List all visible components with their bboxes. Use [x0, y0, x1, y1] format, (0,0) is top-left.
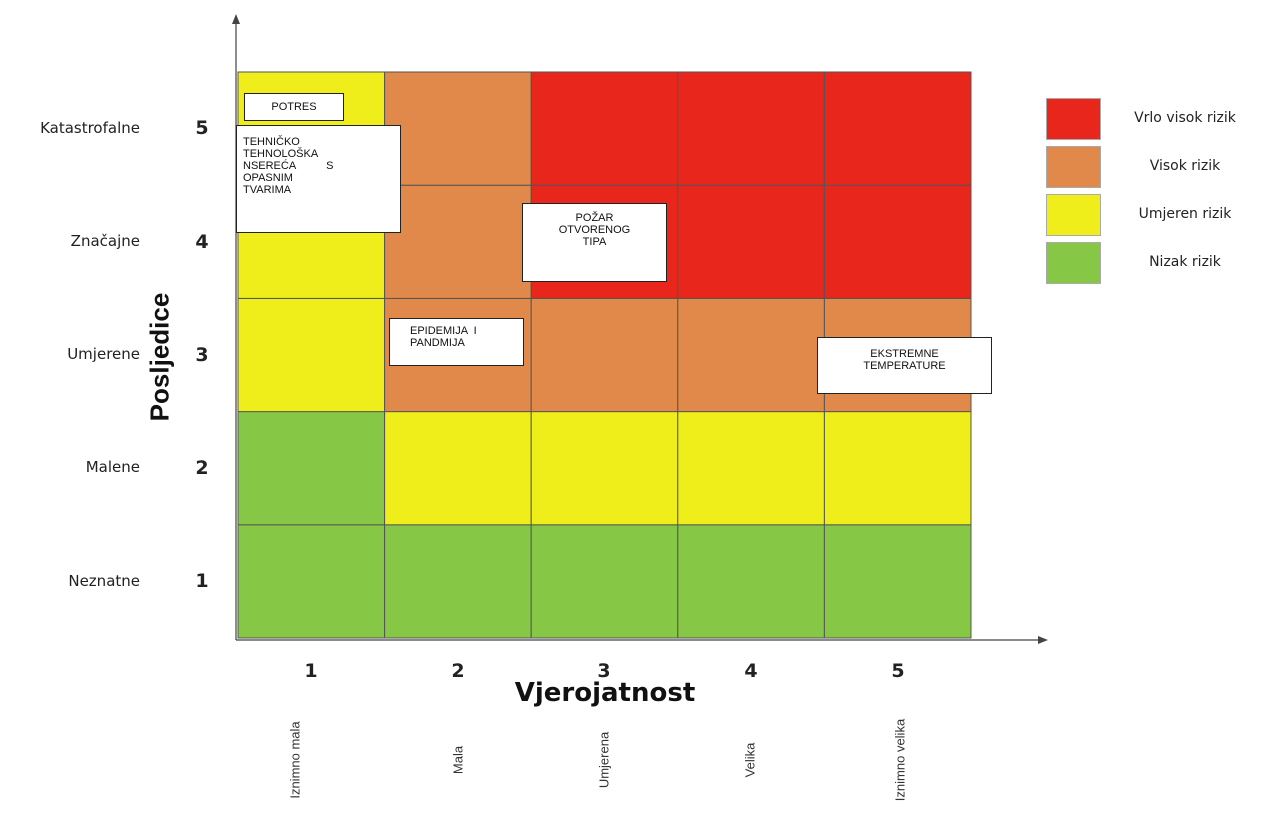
y-axis-arrow	[232, 14, 240, 24]
y-tick-label: 5	[195, 117, 209, 139]
matrix-cell	[530, 524, 679, 639]
x-category-label: Velika	[742, 742, 758, 778]
annotation-line: OPASNIM	[243, 172, 293, 184]
matrix-cell	[530, 71, 679, 186]
matrix-cell	[677, 71, 825, 186]
annotation-line: TIPA	[582, 236, 607, 248]
x-tick-label: 4	[744, 660, 758, 682]
matrix-cell	[237, 524, 386, 639]
x-tick-label: 1	[304, 660, 318, 682]
y-tick-label: 1	[195, 570, 209, 592]
matrix-cell	[823, 524, 972, 639]
matrix-cell	[384, 411, 532, 526]
x-tick-label: 3	[597, 660, 611, 682]
matrix-cell	[237, 297, 386, 413]
annotation-line: TEHNOLOŠKA	[243, 148, 319, 160]
x-category-label: Mala	[450, 745, 466, 775]
annotation-line: PANDMIJA	[410, 337, 465, 349]
matrix-cell	[384, 524, 532, 639]
x-category-label: Iznimno velika	[892, 718, 908, 802]
legend-swatch	[1046, 98, 1101, 140]
annotation-tehnicko-tehnoloska: TEHNIČKO TEHNOLOŠKA NSEREĆA S OPASNIM TV…	[236, 125, 401, 233]
matrix-cell	[677, 297, 825, 413]
matrix-cell	[237, 411, 386, 526]
legend-label: Umjeren rizik	[1138, 206, 1232, 222]
matrix-cell	[530, 411, 679, 526]
legend-label: Nizak rizik	[1149, 254, 1221, 270]
y-tick-label: 2	[195, 457, 209, 479]
y-category-label: Katastrofalne	[40, 119, 140, 137]
annotation-pozar: POŽAR OTVORENOG TIPA	[522, 203, 667, 282]
x-axis-arrow	[1038, 636, 1048, 644]
legend-label: Visok rizik	[1149, 158, 1221, 174]
annotation-line: POTRES	[271, 101, 317, 113]
legend-swatch	[1046, 146, 1101, 188]
annotation-line: OTVORENOG	[558, 224, 631, 236]
matrix-cell	[384, 184, 532, 299]
matrix-cell	[384, 71, 532, 186]
matrix-cell	[823, 71, 972, 186]
annotation-epidemija: EPIDEMIJA I PANDMIJA	[389, 318, 524, 366]
matrix-cell	[677, 411, 825, 526]
y-axis-title: Posljedice	[144, 292, 175, 422]
y-tick-label: 3	[195, 344, 209, 366]
y-category-label: Neznatne	[68, 572, 140, 590]
annotation-line: NSEREĆA S	[243, 160, 334, 172]
y-category-label: Malene	[85, 458, 140, 476]
y-category-label: Umjerene	[67, 345, 140, 363]
x-category-label: Umjerena	[596, 731, 612, 789]
x-tick-label: 2	[451, 660, 465, 682]
annotation-line: TEMPERATURE	[863, 360, 946, 372]
matrix-cell	[530, 297, 679, 413]
legend-swatch	[1046, 194, 1101, 236]
matrix-cell	[823, 411, 972, 526]
matrix-cell	[823, 184, 972, 299]
annotation-ekstremne-temperature: EKSTREMNE TEMPERATURE	[817, 337, 992, 394]
y-category-label: Značajne	[70, 232, 140, 250]
annotation-line: EPIDEMIJA I	[410, 325, 477, 337]
matrix-cell	[677, 524, 825, 639]
x-category-label: Iznimno mala	[287, 721, 303, 799]
y-tick-label: 4	[195, 231, 209, 253]
annotation-potres: POTRES	[244, 93, 344, 121]
x-axis-title: Vjerojatnost	[514, 678, 696, 708]
legend-swatch	[1046, 242, 1101, 284]
legend-label: Vrlo visok rizik	[1134, 110, 1236, 126]
x-tick-label: 5	[891, 660, 905, 682]
annotation-line: TEHNIČKO	[243, 136, 300, 148]
annotation-line: TVARIMA	[243, 184, 292, 196]
annotation-line: EKSTREMNE	[870, 348, 939, 360]
matrix-cell	[677, 184, 825, 299]
annotation-line: POŽAR	[575, 212, 614, 224]
